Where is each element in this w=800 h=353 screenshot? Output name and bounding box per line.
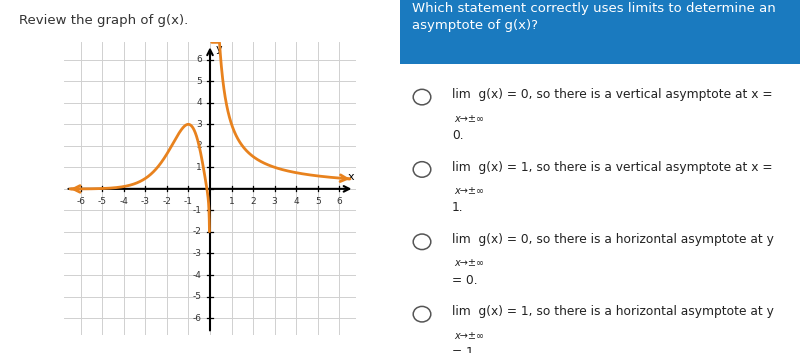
Text: 2: 2 [196, 141, 202, 150]
Text: -5: -5 [98, 197, 106, 206]
Text: -1: -1 [184, 197, 193, 206]
Text: -2: -2 [162, 197, 171, 206]
Text: 5: 5 [196, 77, 202, 86]
Text: -3: -3 [141, 197, 150, 206]
Text: x→±∞: x→±∞ [454, 331, 484, 341]
Text: -4: -4 [193, 270, 202, 280]
Text: x→±∞: x→±∞ [454, 258, 484, 268]
Text: lim  g(x) = 0, so there is a horizontal asymptote at y: lim g(x) = 0, so there is a horizontal a… [452, 233, 774, 246]
Text: Which statement correctly uses limits to determine an
asymptote of g(x)?: Which statement correctly uses limits to… [412, 2, 776, 32]
Text: = 0.: = 0. [452, 274, 478, 287]
Text: 6: 6 [196, 55, 202, 64]
Text: -4: -4 [119, 197, 128, 206]
Text: 1.: 1. [452, 201, 464, 214]
Text: 0.: 0. [452, 129, 464, 142]
Text: = 1.: = 1. [452, 346, 478, 353]
Text: x→±∞: x→±∞ [454, 114, 484, 124]
Text: -6: -6 [76, 197, 86, 206]
Text: 3: 3 [196, 120, 202, 129]
Text: -3: -3 [193, 249, 202, 258]
Text: -6: -6 [193, 313, 202, 323]
Text: 4: 4 [294, 197, 299, 206]
Text: x: x [348, 172, 354, 182]
Text: y: y [216, 44, 222, 54]
Text: -1: -1 [193, 206, 202, 215]
Text: lim  g(x) = 0, so there is a vertical asymptote at x =: lim g(x) = 0, so there is a vertical asy… [452, 88, 773, 101]
Text: 3: 3 [272, 197, 278, 206]
Text: 1: 1 [196, 163, 202, 172]
Text: -2: -2 [193, 227, 202, 237]
Text: 2: 2 [250, 197, 256, 206]
Text: 5: 5 [315, 197, 321, 206]
FancyBboxPatch shape [400, 0, 800, 64]
Text: 1: 1 [229, 197, 234, 206]
Text: Review the graph of g(x).: Review the graph of g(x). [19, 14, 189, 27]
Text: -5: -5 [193, 292, 202, 301]
Text: lim  g(x) = 1, so there is a horizontal asymptote at y: lim g(x) = 1, so there is a horizontal a… [452, 305, 774, 318]
Text: x→±∞: x→±∞ [454, 186, 484, 196]
Text: lim  g(x) = 1, so there is a vertical asymptote at x =: lim g(x) = 1, so there is a vertical asy… [452, 161, 773, 174]
Text: 4: 4 [196, 98, 202, 107]
Text: 6: 6 [336, 197, 342, 206]
